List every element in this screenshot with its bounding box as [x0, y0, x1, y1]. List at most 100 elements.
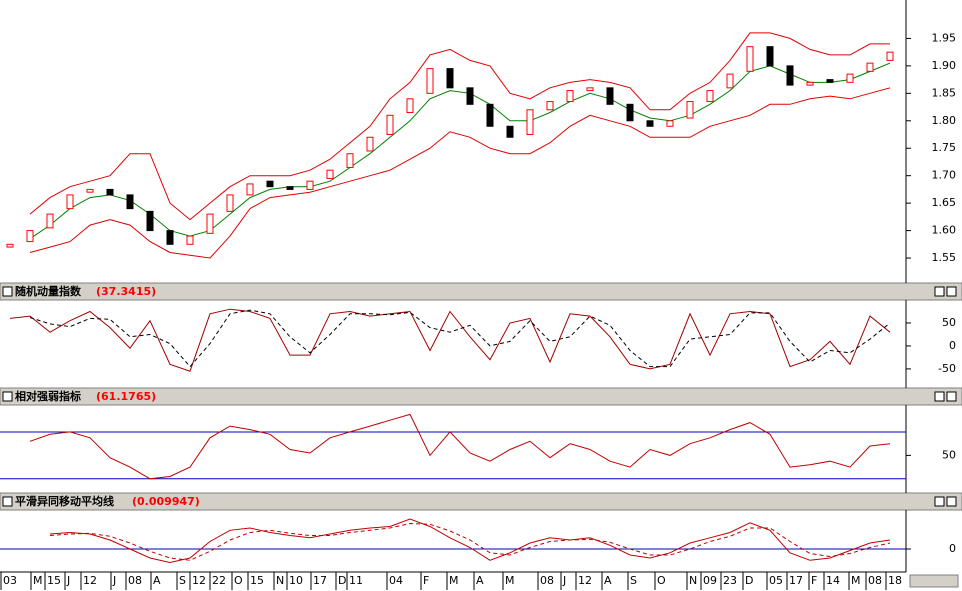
x-tick-label: 03: [3, 574, 17, 587]
scrollbar[interactable]: [909, 574, 959, 588]
series-line: [29, 32, 890, 221]
candle: [666, 120, 674, 127]
candle: [226, 194, 234, 212]
candle: [6, 243, 14, 248]
candle: [326, 169, 334, 179]
x-tick-label: 11: [349, 574, 363, 587]
series-line: [29, 87, 891, 259]
x-tick-label: 08: [868, 574, 882, 587]
x-tick-label: 12: [192, 574, 206, 587]
y-tick-label: 1.95: [932, 31, 957, 44]
panel-header: 随机动量指数 (37.3415): [0, 282, 962, 301]
candle: [566, 90, 574, 103]
x-tick-label: N: [276, 574, 284, 587]
candle: [506, 125, 514, 138]
close-button[interactable]: [946, 496, 957, 507]
x-tick-label: 04: [389, 574, 403, 587]
candle: [866, 62, 874, 72]
candle: [626, 103, 634, 122]
candle: [646, 120, 654, 127]
y-tick-label: 1.55: [932, 251, 957, 264]
x-tick-label: M: [33, 574, 43, 587]
header-icon: [2, 496, 13, 507]
x-tick-label: F: [423, 574, 429, 587]
x-tick-label: M: [505, 574, 515, 587]
x-tick-label: 10: [289, 574, 303, 587]
panel-title: 平滑异同移动平均线: [15, 494, 114, 508]
candle: [806, 81, 814, 86]
candle: [146, 210, 154, 232]
candle: [726, 73, 734, 89]
series-line: [9, 308, 891, 372]
minimize-button[interactable]: [934, 391, 945, 402]
candle: [886, 51, 894, 61]
candle: [406, 98, 414, 114]
candle: [446, 68, 454, 89]
candle: [526, 109, 534, 136]
y-tick-label: 1.65: [932, 196, 957, 209]
y-tick-label: 1.85: [932, 86, 957, 99]
x-tick-label: 05: [769, 574, 783, 587]
x-tick-label: 09: [703, 574, 717, 587]
y-tick-label: 0: [949, 542, 956, 555]
minimize-button[interactable]: [934, 286, 945, 297]
candle: [606, 87, 614, 105]
y-tick-label: 1.70: [932, 169, 957, 182]
candle: [486, 103, 494, 127]
x-tick-label: J: [66, 574, 70, 587]
x-tick-label: S: [179, 574, 186, 587]
candle: [126, 194, 134, 210]
candle: [266, 180, 274, 188]
x-tick-label: 12: [578, 574, 592, 587]
x-tick-label: A: [604, 574, 612, 587]
candle: [466, 87, 474, 105]
series-line: [49, 522, 891, 561]
y-tick-label: 50: [942, 316, 956, 329]
candle: [46, 213, 54, 229]
candle: [746, 46, 754, 72]
y-tick-label: 1.80: [932, 114, 957, 127]
x-tick-label: 08: [128, 574, 142, 587]
x-tick-label: O: [657, 574, 666, 587]
y-tick-label: 1.75: [932, 141, 957, 154]
candle: [186, 235, 194, 245]
x-tick-label: 23: [723, 574, 737, 587]
series-line: [29, 413, 891, 480]
candle: [706, 90, 714, 103]
candle: [346, 153, 354, 168]
y-tick-label: 0: [949, 339, 956, 352]
candle: [426, 68, 434, 94]
header-bar: [0, 492, 962, 511]
candle: [366, 136, 374, 152]
x-tick-label: N: [689, 574, 697, 587]
close-button[interactable]: [946, 286, 957, 297]
header-icon: [2, 286, 13, 297]
x-tick-label: 22: [212, 574, 226, 587]
header-bar: [0, 282, 962, 301]
current-value: (61.1765): [96, 390, 156, 403]
x-tick-label: A: [153, 574, 161, 587]
candle: [386, 114, 394, 136]
candle: [686, 101, 694, 119]
x-tick-label: 15: [47, 574, 61, 587]
candle: [306, 180, 314, 190]
x-tick-label: 18: [888, 574, 902, 587]
minimize-button[interactable]: [934, 496, 945, 507]
candle: [246, 183, 254, 196]
candle: [286, 186, 294, 190]
candle: [86, 188, 94, 193]
x-tick-label: F: [811, 574, 817, 587]
candle: [786, 65, 794, 86]
x-tick-label: 17: [313, 574, 327, 587]
x-tick-label: A: [476, 574, 484, 587]
x-tick-label: S: [630, 574, 637, 587]
close-button[interactable]: [946, 391, 957, 402]
panel-title: 相对强弱指标: [15, 389, 81, 403]
x-tick-label: 14: [826, 574, 840, 587]
series-line: [49, 518, 891, 564]
candle: [66, 194, 74, 210]
x-tick-label: D: [745, 574, 753, 587]
current-value: (37.3415): [96, 285, 156, 298]
